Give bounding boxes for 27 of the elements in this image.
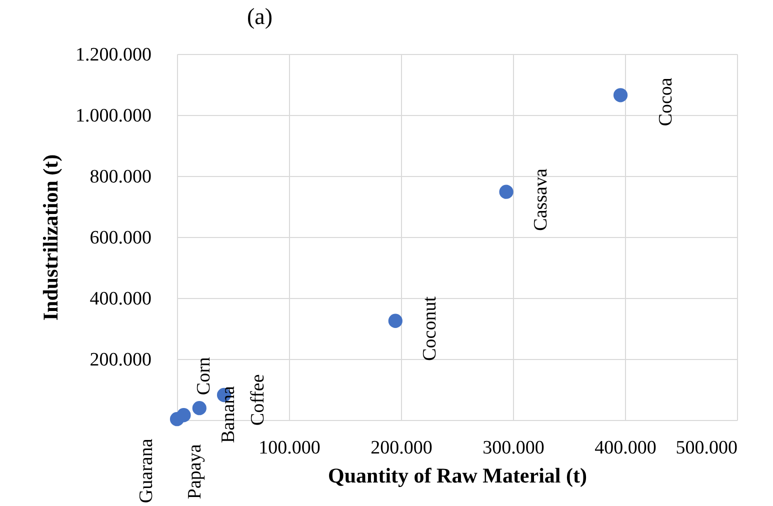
annotation: Coffee — [247, 374, 268, 426]
x-tick-label: 500.000 — [676, 438, 738, 458]
point — [176, 408, 191, 422]
annotation: Papaya — [184, 444, 206, 500]
point — [388, 314, 402, 328]
point — [613, 88, 628, 102]
annotation: Guarana — [136, 438, 157, 504]
point — [192, 401, 206, 416]
x-axis-title: Quantity of Raw Material (t) — [328, 464, 587, 488]
annotation: Cocoa — [656, 77, 677, 126]
point — [499, 184, 514, 199]
annotation: Banana — [218, 385, 240, 443]
annotation: Corn — [193, 356, 214, 396]
y-tick-label: 400.000 — [90, 288, 152, 310]
y-axis-title: Industrilization (t) — [38, 154, 62, 321]
x-tick-label: 300.000 — [482, 438, 544, 458]
y-tick-label: 200.000 — [90, 350, 152, 370]
y-tick-label: 800.000 — [90, 166, 152, 188]
annotation: Coconut — [419, 296, 440, 361]
y-tick-label: 1.000.000 — [76, 106, 152, 126]
annotation: Cassava — [530, 168, 552, 231]
y-tick-label: 600.000 — [90, 228, 152, 248]
x-tick-label: 400.000 — [594, 438, 656, 458]
x-tick-label: 200.000 — [370, 438, 432, 458]
y-tick-label: 1.200.000 — [76, 44, 152, 66]
chart-title: (a) — [247, 4, 273, 29]
x-tick-label: 100.000 — [258, 438, 320, 458]
